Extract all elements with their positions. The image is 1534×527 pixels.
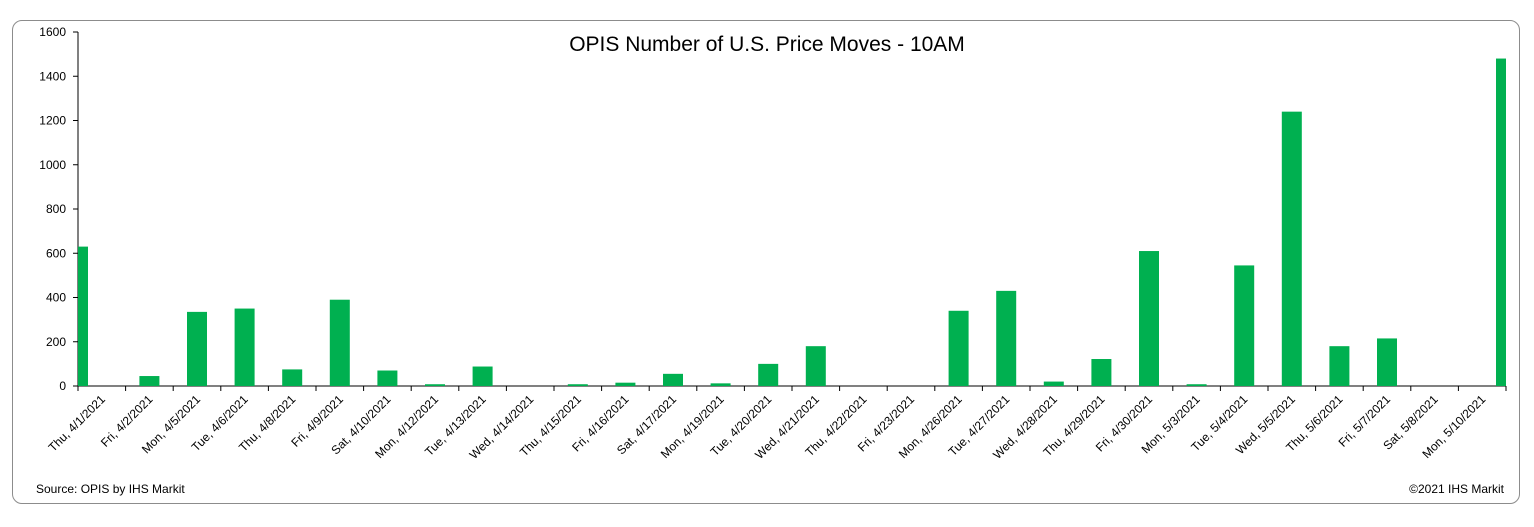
bar [234,308,255,386]
bar [758,363,779,386]
bar [377,370,398,386]
bar [996,290,1017,386]
y-tick-label: 1200 [39,114,66,128]
bar [663,373,683,386]
chart-frame [12,20,1520,504]
source-note: Source: OPIS by IHS Markit [36,482,185,496]
bar [139,376,160,386]
y-tick-label: 1000 [39,158,66,172]
bar [1281,111,1302,387]
bar [948,310,969,386]
bar [425,384,445,386]
y-tick-label: 1600 [39,25,66,39]
bar [710,383,731,386]
bar [567,384,588,386]
bar [1234,265,1255,386]
bar [805,346,826,386]
y-tick-label: 600 [46,246,66,260]
bar [282,369,303,386]
y-tick-label: 200 [46,335,66,349]
copyright-note: ©2021 IHS Markit [1409,482,1504,496]
y-tick-label: 0 [59,379,66,393]
bar [1329,346,1350,386]
bar [615,382,636,386]
x-tick-label: Thu, 4/1/2021 [46,392,108,454]
bar [472,366,493,386]
bar [1043,381,1064,386]
y-tick-label: 800 [46,202,66,216]
chart-title: OPIS Number of U.S. Price Moves - 10AM [569,33,965,56]
bar [78,246,88,386]
y-tick-label: 1400 [39,69,66,83]
bar [329,299,350,386]
bar [1186,384,1207,386]
bar [1091,359,1112,386]
y-tick-label: 400 [46,291,66,305]
bar [1377,338,1397,386]
bar [187,311,207,386]
bar [1139,251,1159,386]
bar [1496,58,1506,387]
